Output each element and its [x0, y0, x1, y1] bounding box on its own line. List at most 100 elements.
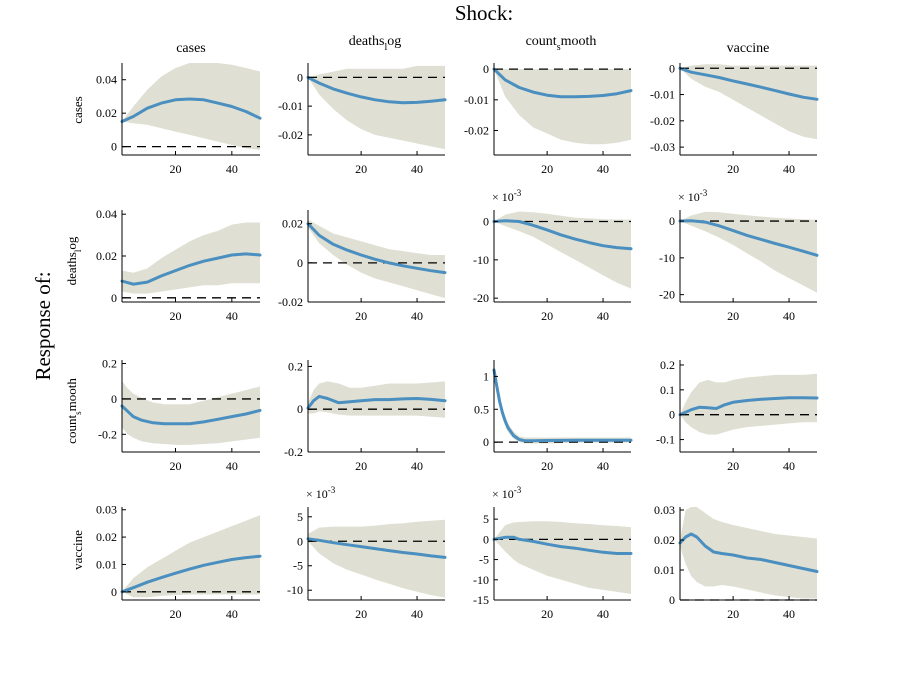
- confidence-band: [494, 211, 631, 289]
- irf-panel: -0.02 0 0.02 20 40: [278, 210, 447, 323]
- y-tick-label: -10: [287, 583, 303, 597]
- x-tick-label: 40: [411, 309, 423, 323]
- confidence-band: [680, 507, 817, 599]
- axis-exponent: × 10-3: [306, 485, 336, 501]
- x-tick-label: 40: [597, 309, 609, 323]
- shock-header-cases: cases: [176, 41, 206, 56]
- y-tick-label: 0: [297, 402, 303, 416]
- irf-panel: -0.2 0 0.2 20 40: [98, 357, 262, 473]
- y-tick-label: -0.01: [464, 93, 489, 107]
- x-tick-label: 20: [170, 309, 182, 323]
- y-tick-label: 0.02: [96, 530, 117, 544]
- y-tick-label: 0.2: [102, 357, 117, 371]
- response-label-deaths-log: deathslog: [64, 236, 83, 285]
- x-tick-label: 20: [541, 309, 553, 323]
- y-tick-label: 0.01: [654, 563, 675, 577]
- figure-title: Shock:: [455, 1, 513, 25]
- shock-header-vaccine: vaccine: [727, 41, 770, 56]
- x-tick-label: 20: [170, 162, 182, 176]
- y-tick-label: 0: [111, 140, 117, 154]
- response-line: [120, 252, 262, 286]
- response-line: [120, 97, 262, 123]
- y-tick-label: -0.03: [650, 140, 675, 154]
- x-tick-label: 20: [355, 607, 367, 621]
- response-line: [492, 219, 633, 251]
- irf-panel: 0 0.5 1 20 40: [474, 360, 633, 473]
- x-tick-label: 20: [170, 607, 182, 621]
- y-tick-label: 0.03: [654, 503, 675, 517]
- irf-panel: -20 -10 0 20 40 × 10-3: [473, 188, 633, 323]
- x-tick-label: 20: [727, 309, 739, 323]
- y-tick-label: 0.04: [96, 207, 117, 221]
- confidence-band: [122, 381, 260, 445]
- axis-exponent: × 10-3: [678, 188, 708, 204]
- x-tick-label: 20: [727, 162, 739, 176]
- y-tick-label: 0: [669, 408, 675, 422]
- y-tick-label: -10: [659, 251, 675, 265]
- x-tick-label: 40: [226, 607, 238, 621]
- y-tick-label: 0: [297, 534, 303, 548]
- irf-panel: 0 0.02 0.04 20 40: [96, 63, 262, 176]
- y-tick-label: 5: [483, 512, 489, 526]
- y-tick-label: 0.02: [282, 217, 303, 231]
- response-line: [306, 222, 447, 275]
- axis-exponent: × 10-3: [492, 485, 522, 501]
- y-tick-label: 0.2: [660, 358, 675, 372]
- confidence-band: [122, 222, 260, 294]
- shock-headers: cases deathslog countsmooth vaccine: [176, 34, 769, 56]
- response-line: [120, 554, 262, 594]
- y-tick-label: 0.5: [474, 402, 489, 416]
- x-tick-label: 40: [226, 309, 238, 323]
- x-tick-label: 40: [783, 459, 795, 473]
- irf-panel: -0.03 -0.02 -0.01 0 20 40: [650, 61, 819, 176]
- y-tick-label: 0: [111, 392, 117, 406]
- y-tick-label: 0.2: [288, 359, 303, 373]
- confidence-band: [494, 366, 631, 444]
- y-tick-label: -0.01: [278, 99, 303, 113]
- y-tick-label: -20: [473, 291, 489, 305]
- y-tick-label: -0.1: [656, 433, 675, 447]
- irf-panel: -0.02 -0.01 0 20 40: [464, 62, 633, 176]
- y-tick-label: 0: [483, 62, 489, 76]
- y-tick-label: 1: [483, 369, 489, 383]
- response-line: [678, 396, 819, 417]
- y-tick-label: 0: [669, 61, 675, 75]
- response-label-count-smooth: countsmooth: [64, 378, 83, 444]
- y-tick-label: 5: [297, 510, 303, 524]
- y-tick-label: -5: [479, 553, 489, 567]
- y-tick-label: -10: [473, 253, 489, 267]
- y-tick-label: -20: [659, 288, 675, 302]
- y-tick-label: 0.02: [654, 533, 675, 547]
- irf-panel: 0 0.01 0.02 0.03 20 40: [96, 503, 262, 621]
- confidence-band: [308, 519, 445, 598]
- x-tick-label: 20: [170, 459, 182, 473]
- y-tick-label: -0.01: [650, 88, 675, 102]
- x-tick-label: 20: [727, 459, 739, 473]
- confidence-band: [308, 65, 445, 150]
- confidence-band: [122, 515, 260, 598]
- irf-panel: -10 -5 0 5 20 40 × 10-3: [287, 485, 447, 621]
- y-tick-label: 0.01: [96, 557, 117, 571]
- confidence-band: [680, 64, 817, 140]
- irf-panel: -0.2 0 0.2 20 40: [284, 359, 447, 473]
- confidence-band: [122, 63, 260, 150]
- response-label-cases: cases: [70, 96, 85, 123]
- axis-exponent: × 10-3: [492, 188, 522, 204]
- response-line: [306, 537, 447, 559]
- x-tick-label: 20: [355, 309, 367, 323]
- irf-panel: 0 0.01 0.02 0.03 20 40: [654, 503, 819, 621]
- shock-header-count-smooth: countsmooth: [526, 34, 597, 53]
- y-tick-label: -0.02: [278, 295, 303, 309]
- y-tick-label: 0.1: [660, 383, 675, 397]
- figure-ylabel: Response of:: [31, 271, 55, 380]
- y-tick-label: 0: [669, 214, 675, 228]
- confidence-band: [494, 521, 631, 594]
- y-tick-label: -5: [293, 559, 303, 573]
- y-tick-label: -0.02: [278, 128, 303, 142]
- x-tick-label: 20: [355, 459, 367, 473]
- irf-panel: -0.02 -0.01 0 20 40: [278, 63, 447, 176]
- y-tick-label: 0: [483, 435, 489, 449]
- x-tick-label: 40: [411, 459, 423, 473]
- response-label-vaccine: vaccine: [70, 530, 85, 570]
- x-tick-label: 40: [783, 309, 795, 323]
